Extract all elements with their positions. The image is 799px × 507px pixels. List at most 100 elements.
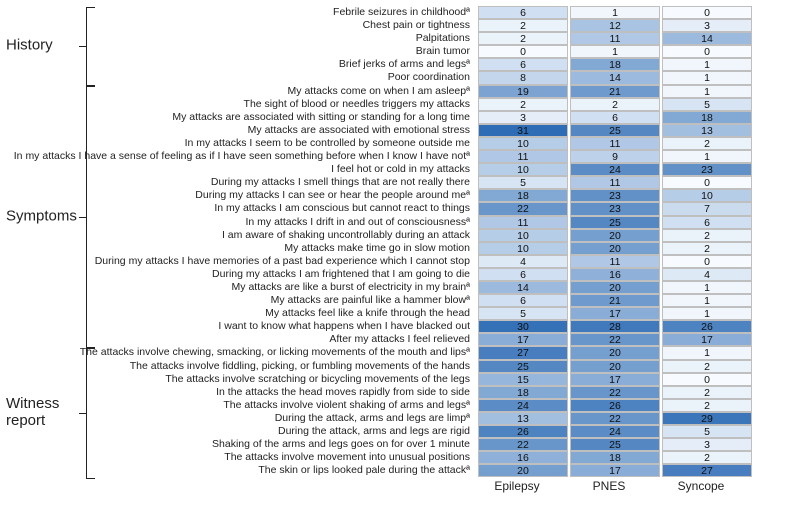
- heatmap-cell: 17: [570, 373, 660, 386]
- heatmap-cell: 2: [478, 19, 568, 32]
- row-label: My attacks feel like a knife through the…: [0, 307, 476, 320]
- table-row: Febrile seizures in childhoodª610: [0, 6, 791, 19]
- row-label: I want to know what happens when I have …: [0, 320, 476, 333]
- row-label: During my attacks I am frightened that I…: [0, 268, 476, 281]
- heatmap-cell: 11: [478, 150, 568, 163]
- heatmap-cell: 11: [570, 176, 660, 189]
- heatmap-cell: 1: [570, 6, 660, 19]
- heatmap-cell: 22: [570, 386, 660, 399]
- heatmap-cell: 23: [570, 189, 660, 202]
- heatmap-cell: 2: [478, 98, 568, 111]
- heatmap-cell: 7: [662, 202, 752, 215]
- heatmap-cell: 14: [478, 281, 568, 294]
- row-label: Shaking of the arms and legs goes on for…: [0, 438, 476, 451]
- row-label: My attacks come on when I am asleepª: [0, 85, 476, 98]
- heatmap-cell: 18: [478, 386, 568, 399]
- heatmap-cell: 18: [478, 189, 568, 202]
- row-label: My attacks are painful like a hammer blo…: [0, 294, 476, 307]
- heatmap-cell: 6: [478, 268, 568, 281]
- heatmap-cell: 0: [478, 45, 568, 58]
- table-row: Poor coordination8141: [0, 71, 791, 84]
- heatmap-cell: 4: [478, 255, 568, 268]
- heatmap-cell: 25: [478, 360, 568, 373]
- heatmap-cell: 10: [662, 189, 752, 202]
- heatmap-cell: 2: [662, 137, 752, 150]
- heatmap-cell: 26: [662, 320, 752, 333]
- table-row: Palpitations21114: [0, 32, 791, 45]
- heatmap-cell: 10: [478, 137, 568, 150]
- table-row: The attacks involve fiddling, picking, o…: [0, 360, 791, 373]
- table-row: In my attacks I drift in and out of cons…: [0, 216, 791, 229]
- heatmap-cell: 3: [478, 111, 568, 124]
- row-label: The attacks involve violent shaking of a…: [0, 399, 476, 412]
- heatmap-cell: 11: [570, 32, 660, 45]
- heatmap-cell: 0: [662, 45, 752, 58]
- heatmap-cell: 0: [662, 255, 752, 268]
- heatmap-cell: 29: [662, 412, 752, 425]
- heatmap-cell: 16: [570, 268, 660, 281]
- heatmap-cell: 6: [570, 111, 660, 124]
- heatmap-cell: 2: [662, 242, 752, 255]
- row-label: Chest pain or tightness: [0, 19, 476, 32]
- row-label: During the attack, arms and legs are lim…: [0, 412, 476, 425]
- heatmap-cell: 25: [570, 438, 660, 451]
- heatmap-cell: 23: [570, 202, 660, 215]
- heatmap-cell: 20: [478, 464, 568, 477]
- table-row: Brain tumor010: [0, 45, 791, 58]
- heatmap-cell: 6: [478, 294, 568, 307]
- heatmap-cell: 1: [662, 307, 752, 320]
- heatmap-cell: 1: [662, 85, 752, 98]
- column-header: Syncope: [656, 477, 746, 493]
- heatmap-cell: 0: [662, 6, 752, 19]
- row-label: Brief jerks of arms and legsª: [0, 58, 476, 71]
- table-row: During my attacks I smell things that ar…: [0, 176, 791, 189]
- table-row: I feel hot or cold in my attacks102423: [0, 163, 791, 176]
- table-row: During my attacks I can see or hear the …: [0, 189, 791, 202]
- heatmap-cell: 5: [478, 307, 568, 320]
- column-header: PNES: [564, 477, 654, 493]
- row-label: My attacks are associated with emotional…: [0, 124, 476, 137]
- heatmap-cell: 14: [570, 71, 660, 84]
- table-row: My attacks come on when I am asleepª1921…: [0, 85, 791, 98]
- heatmap-cell: 12: [570, 19, 660, 32]
- row-label: I feel hot or cold in my attacks: [0, 163, 476, 176]
- heatmap-cell: 2: [662, 360, 752, 373]
- table-row: In my attacks I seem to be controlled by…: [0, 137, 791, 150]
- row-label: The sight of blood or needles triggers m…: [0, 98, 476, 111]
- heatmap-cell: 2: [662, 451, 752, 464]
- table-row: My attacks are associated with sitting o…: [0, 111, 791, 124]
- heatmap-cell: 1: [662, 150, 752, 163]
- table-row: The attacks involve scratching or bicycl…: [0, 373, 791, 386]
- heatmap-cell: 18: [570, 58, 660, 71]
- table-row: During my attacks I have memories of a p…: [0, 255, 791, 268]
- table-row: During my attacks I am frightened that I…: [0, 268, 791, 281]
- heatmap-cell: 6: [478, 58, 568, 71]
- heatmap-cell: 17: [570, 307, 660, 320]
- heatmap-cell: 3: [662, 19, 752, 32]
- row-label: The attacks involve movement into unusua…: [0, 451, 476, 464]
- heatmap-cell: 10: [478, 163, 568, 176]
- group-label: Symptoms: [6, 207, 77, 224]
- heatmap-cell: 28: [570, 320, 660, 333]
- heatmap-cell: 23: [662, 163, 752, 176]
- heatmap-cell: 0: [662, 176, 752, 189]
- heatmap-cell: 16: [478, 451, 568, 464]
- table-row: In my attacks I am conscious but cannot …: [0, 202, 791, 215]
- table-row: I am aware of shaking uncontrollably dur…: [0, 229, 791, 242]
- row-label: The attacks involve fiddling, picking, o…: [0, 360, 476, 373]
- row-label: My attacks are associated with sitting o…: [0, 111, 476, 124]
- table-row: During the attack, arms and legs are lim…: [0, 412, 791, 425]
- row-label: The attacks involve scratching or bicycl…: [0, 373, 476, 386]
- table-row: After my attacks I feel relieved172217: [0, 333, 791, 346]
- table-row: The attacks involve violent shaking of a…: [0, 399, 791, 412]
- row-label: My attacks are like a burst of electrici…: [0, 281, 476, 294]
- heatmap-cell: 1: [662, 58, 752, 71]
- row-label: Palpitations: [0, 32, 476, 45]
- heatmap-cell: 0: [662, 373, 752, 386]
- table-row: The attacks involve chewing, smacking, o…: [0, 346, 791, 359]
- heatmap-cell: 26: [570, 399, 660, 412]
- table-row: My attacks are associated with emotional…: [0, 124, 791, 137]
- heatmap-cell: 11: [478, 216, 568, 229]
- heatmap-cell: 6: [478, 6, 568, 19]
- row-label: In the attacks the head moves rapidly fr…: [0, 386, 476, 399]
